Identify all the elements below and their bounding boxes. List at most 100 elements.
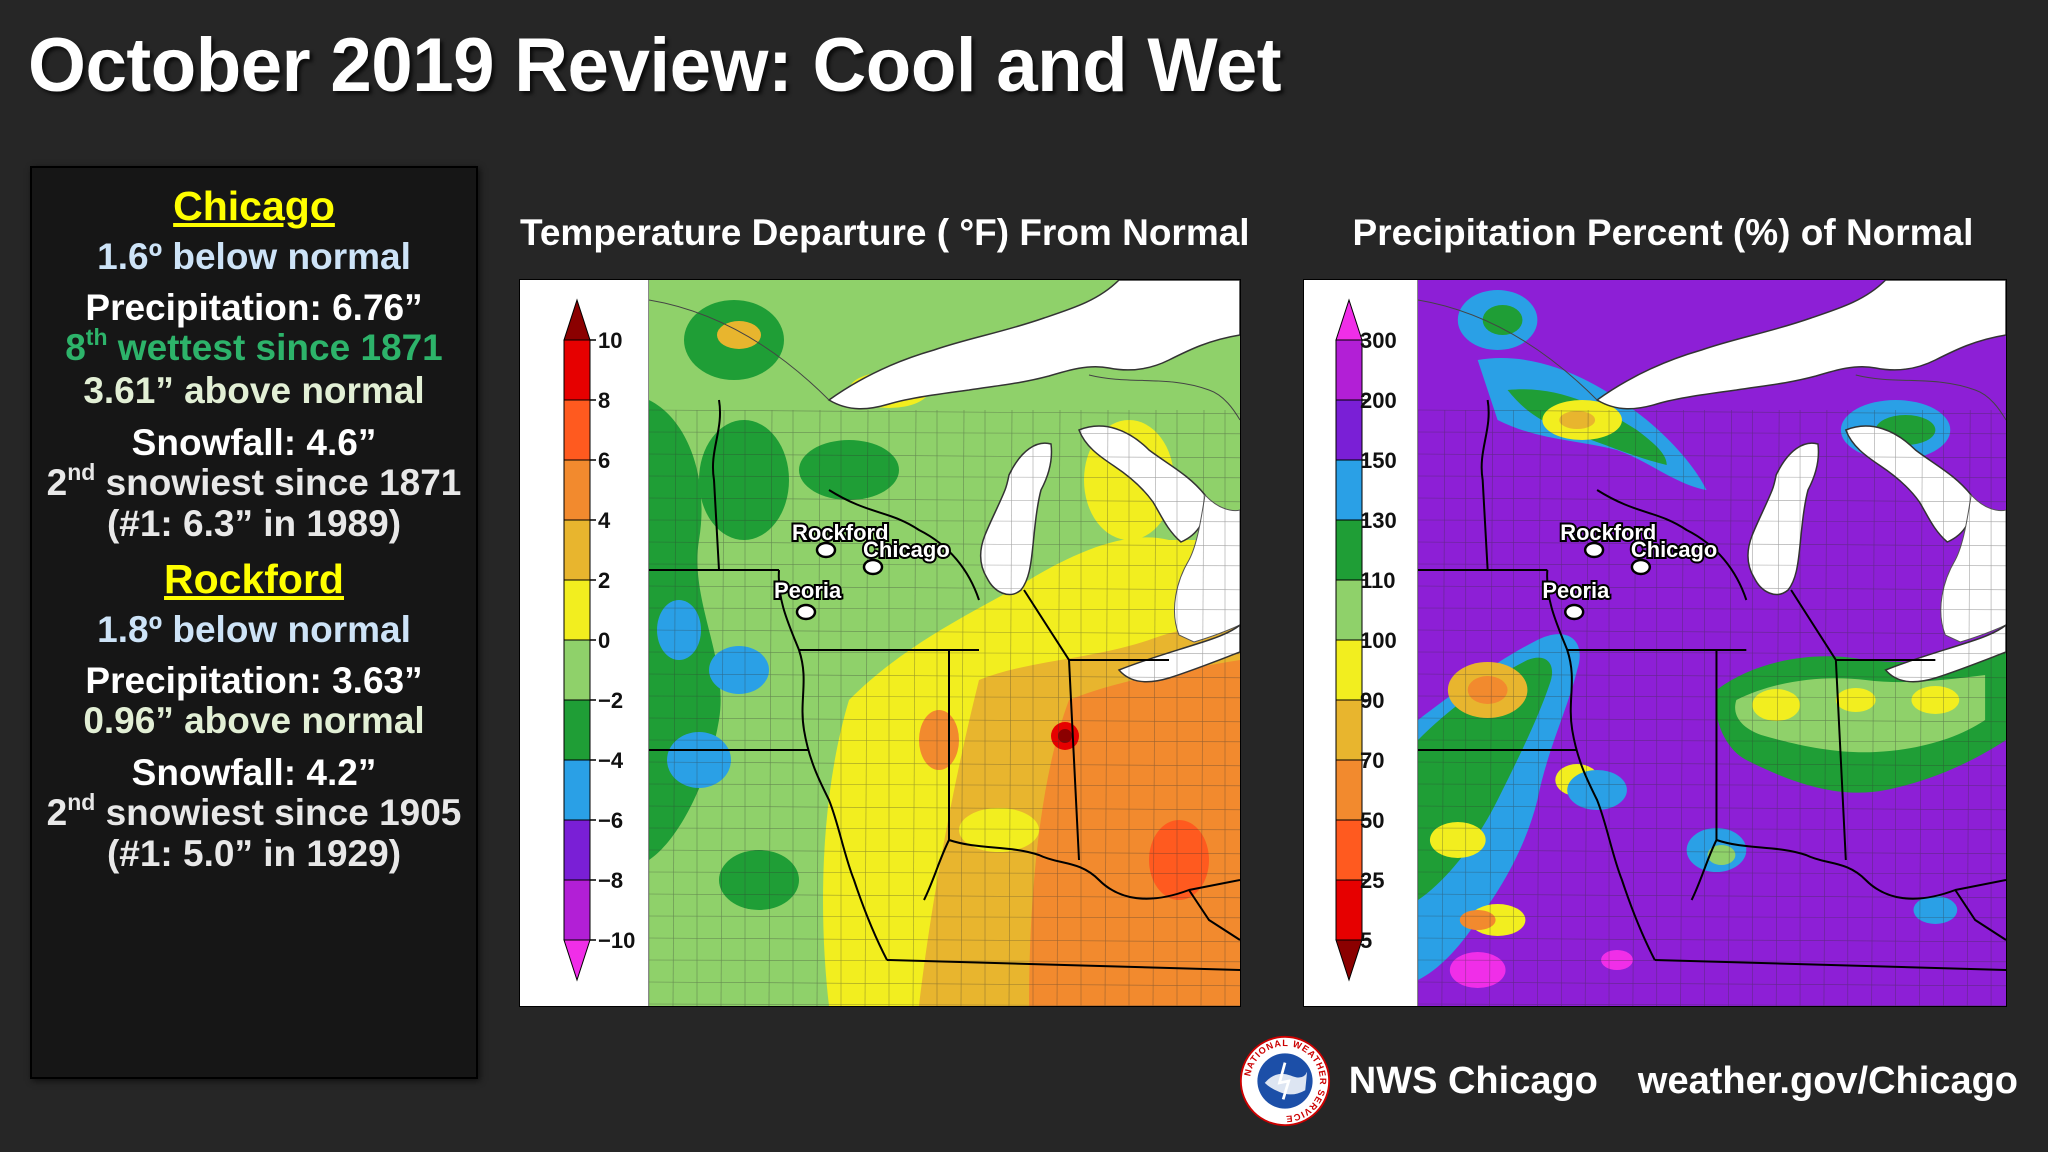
- temp-legend-label: 6: [598, 448, 610, 473]
- precip-colorbar-segment: [1335, 879, 1363, 941]
- precip-map-panel: 300 200 150 130 110 100 90 70 50 25 5 Rockford Chic…: [1303, 279, 2007, 1007]
- footer-nws-name: NWS Chicago: [1348, 1059, 1598, 1102]
- precip-colorbar-segment: [1335, 819, 1363, 881]
- precip-colorbar-segment: [1335, 399, 1363, 461]
- precip-city-label-rockford: Rockford: [1560, 520, 1656, 545]
- nws-logo-icon: NATIONAL WEATHER SERVICE: [1239, 1035, 1330, 1127]
- chicago-snow-record: (#1: 6.3” in 1989): [106, 503, 402, 544]
- temp-colorbar-segment: [563, 879, 591, 941]
- page-title: October 2019 Review: Cool and Wet: [28, 23, 1282, 108]
- temp-anomaly-fill: [649, 280, 1240, 1006]
- precip-legend-label: 300: [1360, 328, 1397, 353]
- temp-legend: 10 8 6 4 2 0 −2 −4 −6 −8 −10: [520, 280, 649, 1006]
- footer-url-link[interactable]: weather.gov/Chicago: [1637, 1059, 2018, 1102]
- temp-map-panel: 10 8 6 4 2 0 −2 −4 −6 −8 −10 Rockford Chicago Peoria: [519, 279, 1241, 1007]
- precip-colorbar-segment: [1335, 639, 1363, 701]
- precip-legend-label: 130: [1360, 508, 1397, 533]
- chicago-snow: Snowfall: 4.6”: [131, 422, 377, 463]
- rockford-snow-record: (#1: 5.0” in 1929): [106, 833, 402, 874]
- temp-lake-erie: [1117, 624, 1240, 683]
- precip-map-title: Precipitation Percent (%) of Normal: [1352, 212, 1974, 253]
- precip-legend: 300 200 150 130 110 100 90 70 50 25 5: [1304, 280, 1418, 1006]
- precip-lake-superior: [1595, 280, 2006, 410]
- precip-lake-michigan: [1747, 442, 1820, 596]
- temp-legend-label: −8: [598, 868, 623, 893]
- rockford-temp: 1.8º below normal: [97, 609, 411, 650]
- precip-colorbar-segment: [1335, 339, 1363, 401]
- temp-legend-label: 4: [598, 508, 611, 533]
- temp-legend-label: −6: [598, 808, 623, 833]
- precip-map: Rockford Chicago Peoria: [1418, 280, 2006, 1006]
- precip-colorbar-segment: [1335, 519, 1363, 581]
- precip-colorbar-segment: [1335, 459, 1363, 521]
- precip-city-marker-chicago: [1630, 558, 1652, 576]
- temp-colorbar-tip-top: [563, 298, 591, 341]
- precip-legend-label: 200: [1360, 388, 1397, 413]
- precip-colorbar-segment: [1335, 699, 1363, 761]
- temp-colorbar-segment: [563, 579, 591, 641]
- temp-map: Rockford Chicago Peoria: [649, 280, 1240, 1006]
- chicago-snow-rank: 2nd snowiest since 1871: [46, 459, 462, 504]
- temp-ontario-land: [1173, 493, 1240, 643]
- precip-lake-erie: [1884, 624, 2006, 683]
- temp-city-label-rockford: Rockford: [792, 520, 889, 545]
- temp-colorbar-segment: [563, 639, 591, 701]
- chicago-wet-rank: 8th wettest since 1871: [65, 324, 443, 369]
- precip-legend-label: 25: [1360, 868, 1384, 893]
- temp-colorbar-segment: [563, 339, 591, 401]
- precip-legend-label: 150: [1360, 448, 1397, 473]
- rockford-heading: Rockford: [164, 556, 344, 602]
- precip-city-label-peoria: Peoria: [1542, 578, 1610, 603]
- precip-city-label-chicago: Chicago: [1631, 537, 1717, 562]
- chicago-precip: Precipitation: 6.76”: [85, 287, 423, 328]
- temp-legend-label: −10: [598, 928, 635, 953]
- precip-state-borders: [1418, 399, 2006, 971]
- temp-lake-huron: [1078, 425, 1207, 543]
- precip-percent-fill: [1418, 280, 2006, 1006]
- precip-city-marker-rockford: [1583, 541, 1605, 559]
- temp-colorbar-segment: [563, 759, 591, 821]
- temp-lake-michigan: [980, 442, 1053, 596]
- temp-legend-label: 0: [598, 628, 610, 653]
- temp-colorbar-tip-bottom: [563, 939, 591, 982]
- temp-legend-label: 8: [598, 388, 610, 413]
- precip-legend-label: 110: [1360, 568, 1396, 593]
- temp-colorbar-segment: [563, 399, 591, 461]
- temp-colorbar-segment: [563, 819, 591, 881]
- precip-colorbar-segment: [1335, 759, 1363, 821]
- temp-legend-label: −2: [598, 688, 623, 713]
- precip-colorbar-tip-top: [1335, 298, 1363, 341]
- precip-colorbar: 300 200 150 130 110 100 90 70 50 25 5: [1335, 298, 1397, 982]
- temp-lake-superior: [827, 280, 1240, 410]
- temp-colorbar-segment: [563, 699, 591, 761]
- precip-legend-label: 5: [1360, 928, 1372, 953]
- chicago-temp: 1.6º below normal: [97, 236, 411, 277]
- temp-colorbar: 10 8 6 4 2 0 −2 −4 −6 −8 −10: [563, 298, 635, 982]
- temp-city-marker-peoria: [795, 603, 817, 621]
- precip-city-marker-peoria: [1564, 603, 1585, 621]
- temp-city-label-chicago: Chicago: [863, 537, 950, 562]
- precip-legend-label: 100: [1360, 628, 1397, 653]
- precip-ontario-land: [1940, 493, 2006, 643]
- temp-city-marker-rockford: [815, 541, 837, 559]
- footer: NATIONAL WEATHER SERVICE NWS Chicago wea…: [1239, 1035, 2018, 1127]
- precip-legend-label: 50: [1360, 808, 1384, 833]
- temp-legend-label: −4: [598, 748, 624, 773]
- temp-legend-label: 2: [598, 568, 610, 593]
- temp-legend-label: 10: [598, 328, 622, 353]
- stats-panel: Chicago 1.6º below normal Precipitation:…: [30, 166, 478, 1079]
- temp-city-marker-chicago: [862, 558, 884, 576]
- rockford-snow: Snowfall: 4.2”: [131, 752, 377, 793]
- temp-city-label-peoria: Peoria: [774, 578, 842, 603]
- rockford-precip-above: 0.96” above normal: [83, 700, 425, 741]
- precip-legend-label: 90: [1360, 688, 1384, 713]
- precip-colorbar-segment: [1335, 579, 1363, 641]
- precip-lake-huron: [1844, 425, 1973, 543]
- temp-map-title: Temperature Departure ( °F) From Normal: [520, 212, 1250, 253]
- chicago-heading: Chicago: [173, 183, 335, 229]
- temp-colorbar-segment: [563, 519, 591, 581]
- chicago-precip-above: 3.61” above normal: [83, 370, 425, 411]
- temp-state-borders: [649, 399, 1240, 971]
